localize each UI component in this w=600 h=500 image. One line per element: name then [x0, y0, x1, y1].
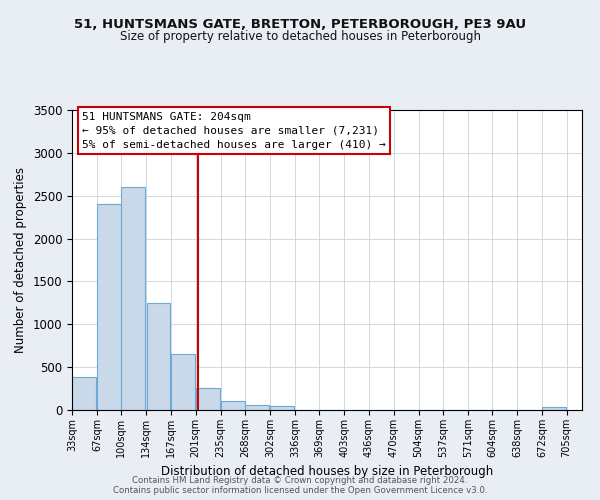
Text: 51, HUNTSMANS GATE, BRETTON, PETERBOROUGH, PE3 9AU: 51, HUNTSMANS GATE, BRETTON, PETERBOROUG…	[74, 18, 526, 30]
Bar	[221, 401, 245, 410]
Text: 51 HUNTSMANS GATE: 204sqm
← 95% of detached houses are smaller (7,231)
5% of sem: 51 HUNTSMANS GATE: 204sqm ← 95% of detac…	[82, 112, 386, 150]
Text: Size of property relative to detached houses in Peterborough: Size of property relative to detached ho…	[119, 30, 481, 43]
Bar	[171, 354, 195, 410]
Text: Contains HM Land Registry data © Crown copyright and database right 2024.: Contains HM Land Registry data © Crown c…	[132, 476, 468, 485]
Bar	[270, 406, 294, 410]
Bar	[146, 303, 170, 410]
Bar	[121, 187, 145, 410]
X-axis label: Distribution of detached houses by size in Peterborough: Distribution of detached houses by size …	[161, 466, 493, 478]
Y-axis label: Number of detached properties: Number of detached properties	[14, 167, 27, 353]
Bar	[72, 376, 96, 410]
Bar	[245, 406, 269, 410]
Bar	[97, 204, 121, 410]
Text: Contains public sector information licensed under the Open Government Licence v3: Contains public sector information licen…	[113, 486, 487, 495]
Bar	[542, 408, 566, 410]
Bar	[196, 388, 220, 410]
